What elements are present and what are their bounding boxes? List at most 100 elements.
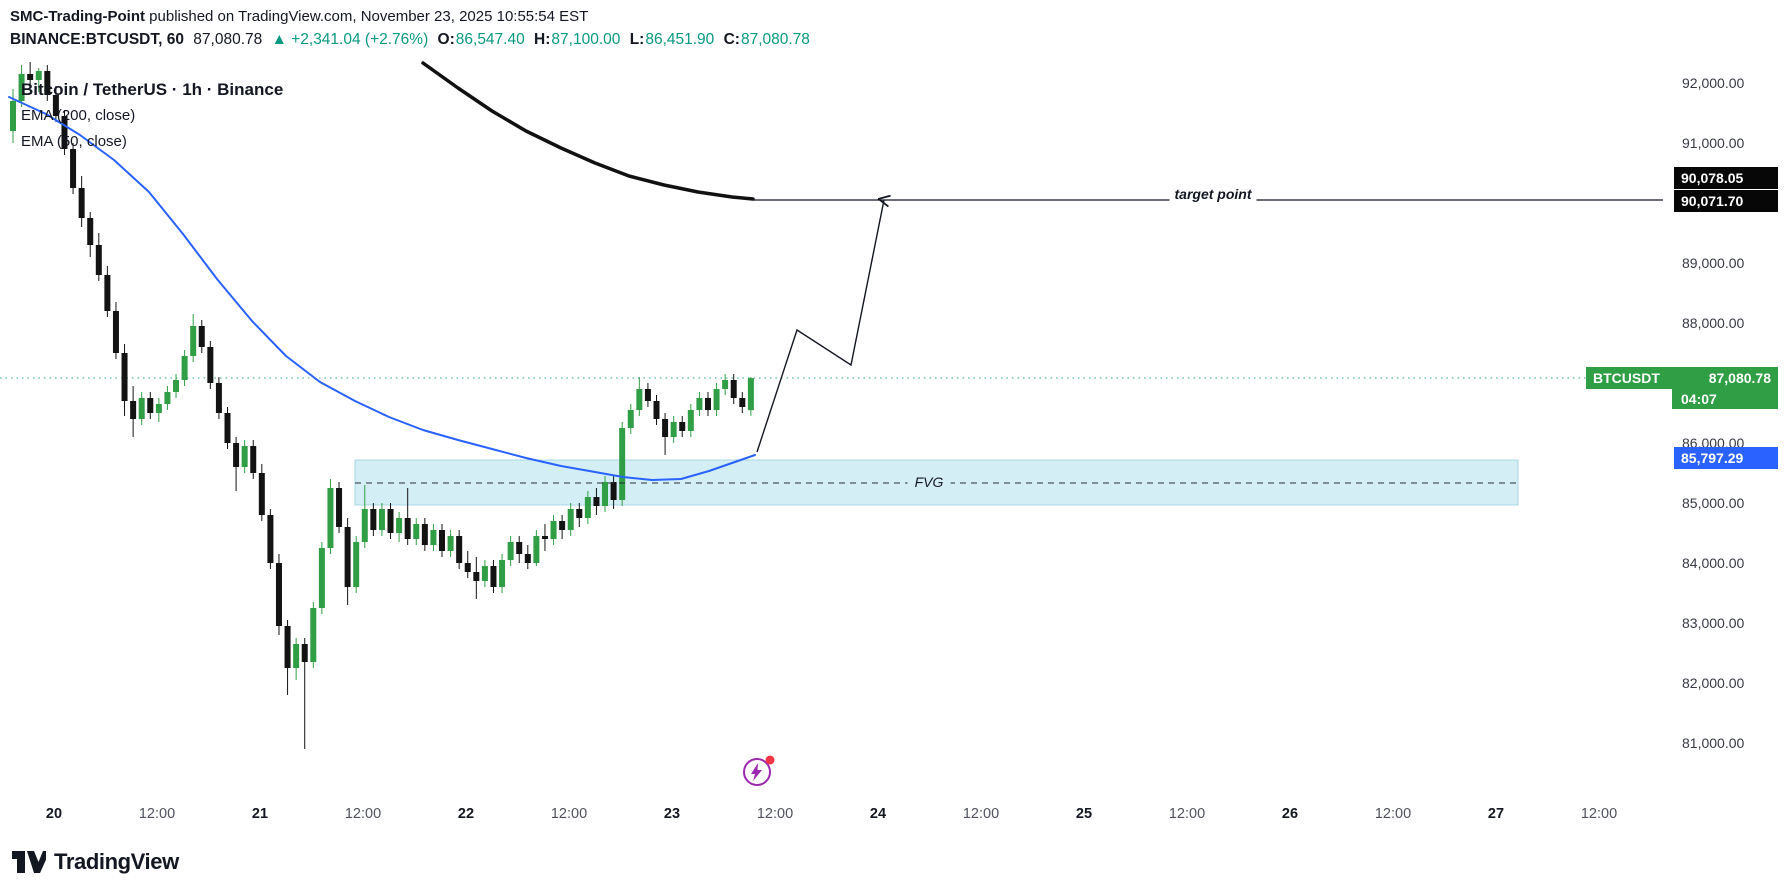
candle [138, 392, 145, 425]
ema-200-line [421, 61, 755, 201]
candle [567, 503, 574, 536]
candle [619, 422, 626, 506]
candle [224, 407, 231, 449]
candle [687, 404, 694, 437]
ema-50-line [8, 96, 756, 481]
candle [44, 65, 51, 101]
low-label: L: [629, 31, 645, 48]
price-change: ▲ +2,341.04 (+2.76%) [271, 31, 429, 48]
candle [627, 404, 634, 434]
candle [644, 383, 651, 407]
time-tick-label: 12:00 [344, 806, 382, 822]
candle [198, 320, 205, 353]
candle [396, 512, 403, 542]
candle [27, 62, 34, 86]
candle [181, 350, 188, 386]
price-tick-label: 81,000.00 [1682, 735, 1745, 751]
candle [464, 551, 471, 578]
candle [52, 86, 59, 122]
candle [653, 395, 660, 425]
candle [207, 341, 214, 389]
time-tick-label: 25 [1075, 806, 1093, 822]
price-tick-label: 84,000.00 [1682, 555, 1745, 571]
candle [275, 554, 282, 635]
symbol-label-price: 87,080.78 [1708, 370, 1771, 386]
candle [310, 602, 317, 668]
time-tick-label: 24 [869, 806, 887, 822]
candle [293, 638, 300, 680]
legend-ema-200: EMA (200, close) [21, 107, 136, 124]
candle [696, 392, 703, 416]
candle [584, 491, 591, 524]
candle [490, 560, 497, 593]
bar-countdown-label: 04:07 [1672, 389, 1778, 409]
candle [370, 503, 377, 536]
candle [78, 176, 85, 227]
ema50-price-label: 85,797.29 [1674, 447, 1778, 469]
symbol-status-row: BINANCE:BTCUSDT, 60 87,080.78 ▲ +2,341.0… [10, 31, 815, 49]
candle [155, 398, 162, 422]
candle [456, 530, 463, 569]
open-value: 86,547.40 [455, 31, 525, 48]
candle [327, 479, 334, 554]
candle [533, 530, 540, 566]
chart-legend-title: Bitcoin / TetherUS · 1h · Binance [21, 80, 284, 99]
price-tick-label: 82,000.00 [1682, 675, 1745, 691]
symbol-name: BINANCE:BTCUSDT, 60 [10, 31, 184, 48]
tradingview-logo-icon [12, 851, 46, 873]
price-tick-label: 85,000.00 [1682, 495, 1745, 511]
symbol-label-ticker: BTCUSDT [1593, 370, 1660, 386]
candle [387, 503, 394, 539]
low-value: 86,451.90 [645, 31, 715, 48]
candle [541, 524, 548, 551]
candle [104, 266, 111, 317]
candle [439, 524, 445, 557]
candle [250, 440, 257, 479]
publish-byline: SMC-Trading-Point published on TradingVi… [10, 8, 588, 25]
candle [481, 560, 488, 587]
candle [662, 413, 669, 455]
price-tick-label: 92,000.00 [1682, 75, 1745, 91]
candle [173, 374, 180, 398]
time-tick-label: 12:00 [550, 806, 588, 822]
tradingview-logo-link[interactable]: TradingView [10, 848, 179, 876]
candle [447, 530, 454, 557]
candle [722, 374, 729, 395]
candle [361, 485, 368, 548]
candle [164, 386, 171, 410]
time-tick-label: 21 [251, 806, 269, 822]
price-tick-label: 83,000.00 [1682, 615, 1745, 631]
candle [215, 377, 222, 419]
candle [95, 233, 102, 281]
time-tick-label: 27 [1487, 806, 1505, 822]
candle [233, 437, 240, 491]
close-value: 87,080.78 [740, 31, 810, 48]
time-tick-label: 26 [1281, 806, 1299, 822]
time-tick-label: 22 [457, 806, 475, 822]
candle [18, 65, 25, 107]
close-label: C: [723, 31, 740, 48]
candle [670, 416, 677, 443]
candle [704, 392, 711, 416]
time-tick-label: 23 [663, 806, 681, 822]
candle [602, 476, 609, 512]
candle [713, 383, 720, 416]
price-tick-label: 89,000.00 [1682, 255, 1745, 271]
candle [267, 509, 274, 569]
publisher-name: SMC-Trading-Point [10, 8, 145, 25]
candle [499, 554, 506, 593]
high-label: H: [534, 31, 551, 48]
candle [559, 515, 566, 539]
candle [70, 143, 77, 194]
candle [413, 518, 420, 545]
candle [190, 314, 197, 362]
open-label: O: [437, 31, 455, 48]
candle [430, 524, 437, 551]
ema200-price-label: 90,078.05 [1674, 167, 1778, 189]
time-tick-label: 12:00 [138, 806, 176, 822]
last-price: 87,080.78 [193, 31, 263, 48]
candle [121, 344, 128, 416]
candle [112, 302, 119, 359]
